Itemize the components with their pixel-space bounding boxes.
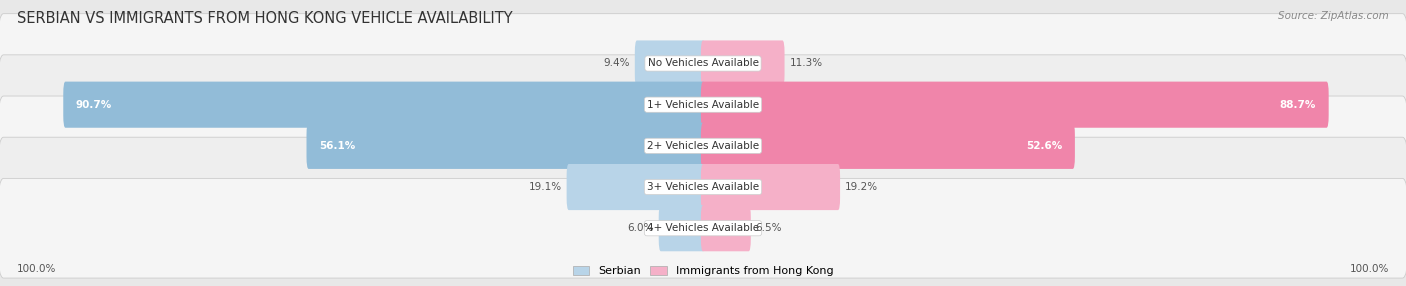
Text: 3+ Vehicles Available: 3+ Vehicles Available (647, 182, 759, 192)
FancyBboxPatch shape (700, 40, 785, 87)
FancyBboxPatch shape (0, 55, 1406, 154)
Text: 19.1%: 19.1% (529, 182, 562, 192)
Text: SERBIAN VS IMMIGRANTS FROM HONG KONG VEHICLE AVAILABILITY: SERBIAN VS IMMIGRANTS FROM HONG KONG VEH… (17, 11, 513, 26)
Text: 2+ Vehicles Available: 2+ Vehicles Available (647, 141, 759, 151)
Text: 1+ Vehicles Available: 1+ Vehicles Available (647, 100, 759, 110)
Text: 52.6%: 52.6% (1026, 141, 1063, 151)
FancyBboxPatch shape (0, 14, 1406, 113)
Text: No Vehicles Available: No Vehicles Available (648, 59, 758, 68)
FancyBboxPatch shape (700, 205, 751, 251)
Text: 4+ Vehicles Available: 4+ Vehicles Available (647, 223, 759, 233)
Text: 90.7%: 90.7% (76, 100, 112, 110)
FancyBboxPatch shape (0, 96, 1406, 196)
FancyBboxPatch shape (636, 40, 706, 87)
Text: 6.5%: 6.5% (756, 223, 782, 233)
Text: 56.1%: 56.1% (319, 141, 356, 151)
Text: 100.0%: 100.0% (1350, 264, 1389, 274)
Text: 6.0%: 6.0% (627, 223, 654, 233)
Text: 100.0%: 100.0% (17, 264, 56, 274)
FancyBboxPatch shape (700, 164, 841, 210)
FancyBboxPatch shape (567, 164, 706, 210)
Legend: Serbian, Immigrants from Hong Kong: Serbian, Immigrants from Hong Kong (568, 261, 838, 281)
FancyBboxPatch shape (700, 123, 1076, 169)
FancyBboxPatch shape (307, 123, 706, 169)
Text: 19.2%: 19.2% (845, 182, 879, 192)
Text: 11.3%: 11.3% (790, 59, 823, 68)
Text: Source: ZipAtlas.com: Source: ZipAtlas.com (1278, 11, 1389, 21)
Text: 88.7%: 88.7% (1279, 100, 1316, 110)
Text: 9.4%: 9.4% (603, 59, 630, 68)
FancyBboxPatch shape (0, 178, 1406, 278)
FancyBboxPatch shape (700, 82, 1329, 128)
FancyBboxPatch shape (0, 137, 1406, 237)
FancyBboxPatch shape (63, 82, 704, 128)
FancyBboxPatch shape (658, 205, 706, 251)
